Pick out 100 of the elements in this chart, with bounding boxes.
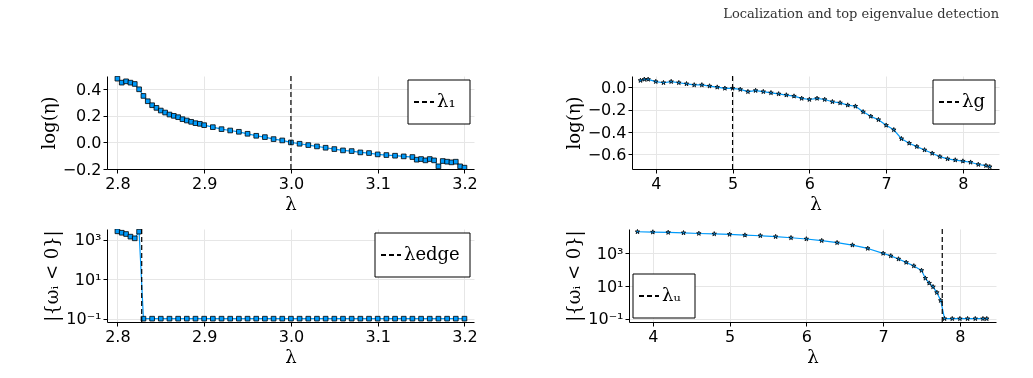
y-tick-label: 10³ xyxy=(74,230,102,250)
point xyxy=(201,315,207,322)
point xyxy=(149,102,155,108)
point xyxy=(944,156,951,162)
x-axis-title: λ xyxy=(810,192,822,214)
x-tick-label: 4 xyxy=(648,326,659,346)
point xyxy=(383,315,390,322)
point xyxy=(366,315,372,322)
point xyxy=(400,153,407,160)
point xyxy=(788,235,794,241)
point xyxy=(322,145,329,151)
x-tick-label: 2.9 xyxy=(191,326,218,346)
point xyxy=(123,78,129,85)
point xyxy=(322,315,329,322)
point xyxy=(938,297,944,303)
point xyxy=(236,129,242,135)
point xyxy=(119,79,125,86)
point xyxy=(175,315,181,322)
point xyxy=(166,315,173,322)
point xyxy=(374,151,381,158)
point xyxy=(427,315,433,322)
point xyxy=(952,157,958,163)
point xyxy=(236,315,242,322)
point xyxy=(922,275,928,281)
point xyxy=(253,133,259,139)
point xyxy=(366,150,372,156)
point xyxy=(218,315,225,322)
point xyxy=(883,122,889,128)
point xyxy=(192,315,199,322)
x-tick-label: 8 xyxy=(958,173,969,193)
point xyxy=(822,96,828,102)
point xyxy=(806,96,812,102)
point xyxy=(714,84,720,90)
point xyxy=(145,98,151,104)
ref-line-label: λ₁ xyxy=(437,90,456,111)
point xyxy=(898,136,905,142)
point xyxy=(262,315,268,322)
point xyxy=(691,82,697,88)
point xyxy=(357,149,364,156)
point xyxy=(314,143,320,150)
point xyxy=(760,88,766,94)
point xyxy=(453,315,459,322)
point xyxy=(431,157,437,164)
point xyxy=(314,315,320,322)
point xyxy=(837,100,843,106)
point xyxy=(348,315,355,322)
y-tick-label: −0.6 xyxy=(587,144,627,164)
x-tick-label: 7 xyxy=(878,326,889,346)
y-tick-label: 0.0 xyxy=(76,132,102,152)
point xyxy=(457,163,463,169)
point xyxy=(127,79,134,86)
point xyxy=(262,134,268,140)
ref-line-label: λg xyxy=(962,90,985,111)
point xyxy=(930,284,936,290)
x-tick-label: 5 xyxy=(724,326,736,346)
x-axis-title: λ xyxy=(807,345,819,367)
point xyxy=(175,114,181,120)
point xyxy=(296,141,303,147)
point xyxy=(903,259,909,265)
y-tick-label: 0.4 xyxy=(76,79,102,99)
point xyxy=(983,162,989,168)
point xyxy=(374,315,381,322)
point xyxy=(210,124,216,130)
point xyxy=(819,237,825,243)
point xyxy=(757,232,763,239)
point xyxy=(392,152,398,159)
point xyxy=(660,79,667,86)
point xyxy=(895,256,902,262)
point xyxy=(791,93,797,99)
point xyxy=(645,76,651,82)
point xyxy=(201,122,207,128)
point xyxy=(783,92,789,98)
point xyxy=(865,245,871,251)
point xyxy=(123,231,129,237)
point xyxy=(114,76,121,82)
ref-line-label: λᵤ xyxy=(662,284,681,305)
ref-line-label: λedge xyxy=(404,243,460,264)
x-tick-label: 2.8 xyxy=(105,326,131,346)
point xyxy=(773,233,779,239)
point xyxy=(845,102,851,108)
point xyxy=(448,159,455,166)
x-tick-label: 8 xyxy=(955,326,966,346)
point xyxy=(637,77,644,83)
point xyxy=(957,315,963,322)
point xyxy=(949,315,955,322)
point xyxy=(960,158,966,164)
point xyxy=(929,150,935,156)
point xyxy=(422,157,429,164)
point xyxy=(409,154,416,160)
x-tick-label: 6 xyxy=(801,326,812,346)
point xyxy=(641,76,647,82)
point xyxy=(179,116,186,122)
point xyxy=(244,131,251,137)
y-tick-label: 10⁻¹ xyxy=(66,309,102,329)
point xyxy=(340,147,346,154)
point xyxy=(461,164,468,169)
point xyxy=(849,242,856,248)
point xyxy=(814,95,820,101)
point xyxy=(776,91,782,97)
point xyxy=(937,153,943,159)
